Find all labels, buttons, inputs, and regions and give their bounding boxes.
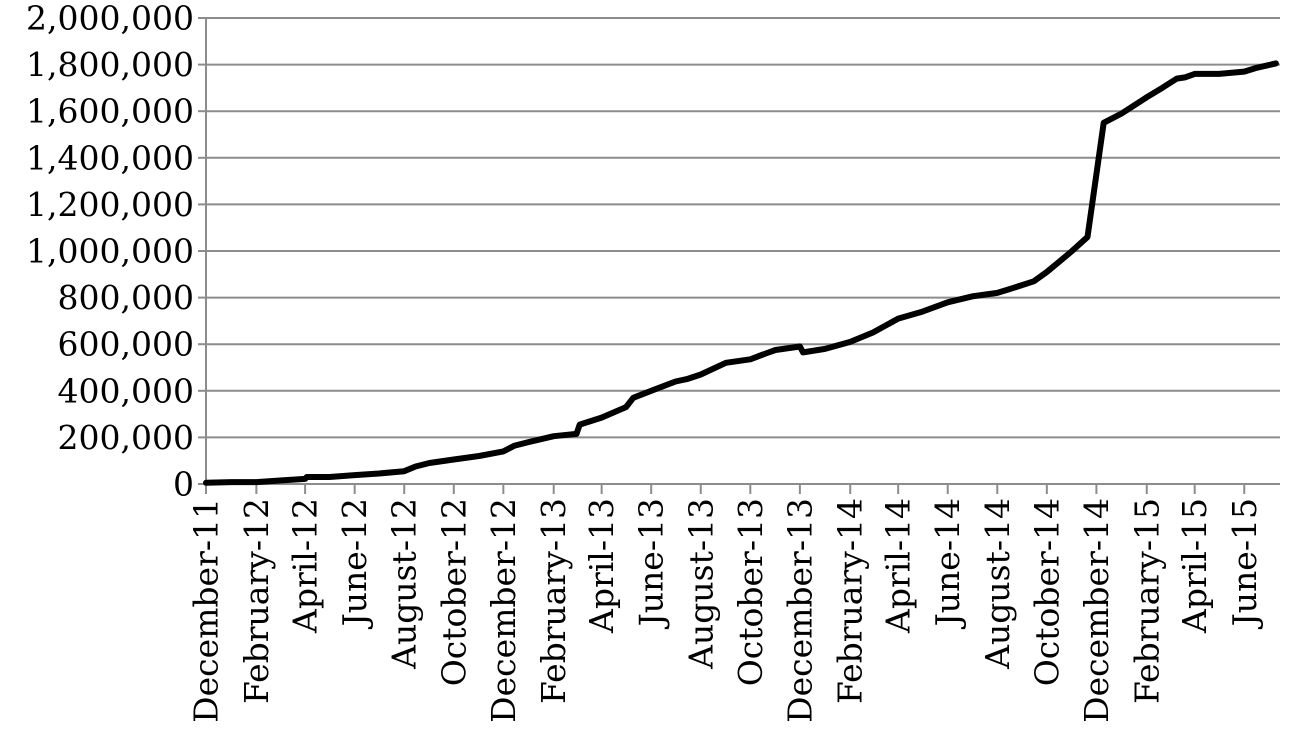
x-tick-label: August-14 — [978, 498, 1017, 670]
x-tick-label: June-14 — [928, 498, 967, 629]
x-axis-ticks: December-11 February-12 April-12 June-12 Aug… — [187, 484, 1264, 723]
x-tick-label: February-14 — [831, 498, 870, 704]
x-tick-label: December-13 — [780, 498, 819, 723]
x-tick-label: June-15 — [1225, 498, 1264, 629]
x-tick-label: April-12 — [286, 498, 325, 634]
x-tick-label: October-14 — [1027, 498, 1066, 686]
x-tick-label: October-12 — [434, 498, 473, 686]
y-tick-label: 1,600,000 — [26, 92, 194, 131]
x-tick-label: December-11 — [187, 498, 226, 723]
y-tick-label: 1,800,000 — [26, 45, 194, 84]
x-tick-label: April-13 — [582, 498, 621, 634]
x-tick-label: February-15 — [1127, 498, 1166, 704]
x-tick-label: December-12 — [484, 498, 523, 723]
x-tick-label: February-13 — [534, 498, 573, 704]
x-tick-label: April-15 — [1175, 498, 1214, 634]
y-tick-label: 2,000,000 — [26, 0, 194, 38]
y-tick-label: 600,000 — [58, 325, 194, 364]
x-tick-label: August-13 — [681, 498, 720, 670]
y-tick-label: 1,200,000 — [26, 185, 194, 224]
x-tick-label: April-14 — [879, 498, 918, 634]
y-tick-label: 200,000 — [58, 418, 194, 457]
gridlines — [206, 17, 1280, 439]
x-tick-label: December-14 — [1077, 498, 1116, 723]
x-tick-label: June-13 — [632, 498, 671, 629]
x-tick-label: August-12 — [385, 498, 424, 670]
y-tick-label: 800,000 — [58, 278, 194, 317]
x-tick-label: February-12 — [237, 498, 276, 704]
y-tick-label: 0 — [173, 465, 194, 504]
y-tick-label: 400,000 — [58, 371, 194, 410]
y-tick-label: 1,400,000 — [26, 138, 194, 177]
x-tick-label: June-12 — [335, 498, 374, 629]
x-tick-label: October-13 — [731, 498, 770, 686]
series-layer — [203, 60, 1279, 486]
series-line — [203, 60, 1279, 486]
y-axis-ticks: 0 200,000 400,000 600,000 800,000 1,000,000 1,… — [26, 0, 206, 504]
y-tick-label: 1,000,000 — [26, 232, 194, 271]
